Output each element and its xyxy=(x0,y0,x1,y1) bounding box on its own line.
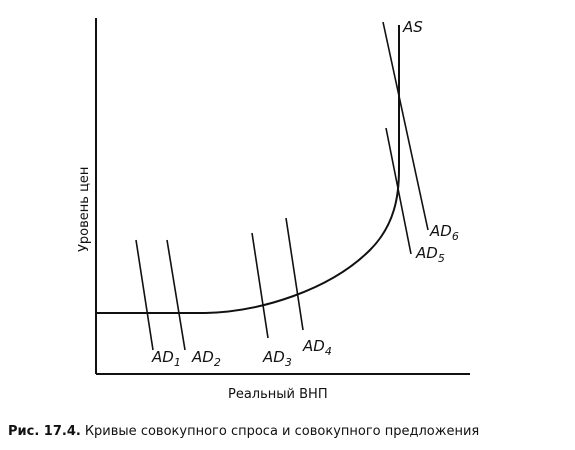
as-curve xyxy=(96,25,400,314)
ad2-label: AD2 xyxy=(191,348,221,369)
ad2-curve xyxy=(166,239,186,351)
ad3-label: AD3 xyxy=(262,348,292,369)
x-axis-title: Реальный ВНП xyxy=(228,387,328,402)
ad1-label: AD1 xyxy=(151,348,181,369)
ad5-curve xyxy=(385,127,412,255)
figure-caption-text: Кривые совокупного спроса и совокупного … xyxy=(84,424,480,439)
ad3-curve xyxy=(251,232,269,339)
as-label: AS xyxy=(402,18,423,36)
ad1-curve xyxy=(135,239,154,351)
figure-number: Рис. 17.4. xyxy=(8,424,81,439)
ad4-curve xyxy=(285,217,304,331)
ad6-curve xyxy=(382,21,429,231)
ad5-label: AD5 xyxy=(415,244,445,265)
ad4-label: AD4 xyxy=(302,337,332,358)
figure-caption: Рис. 17.4. Кривые совокупного спроса и со… xyxy=(8,424,568,439)
y-axis-title: Уровень цен xyxy=(77,167,92,252)
ad6-label: AD6 xyxy=(429,222,459,243)
